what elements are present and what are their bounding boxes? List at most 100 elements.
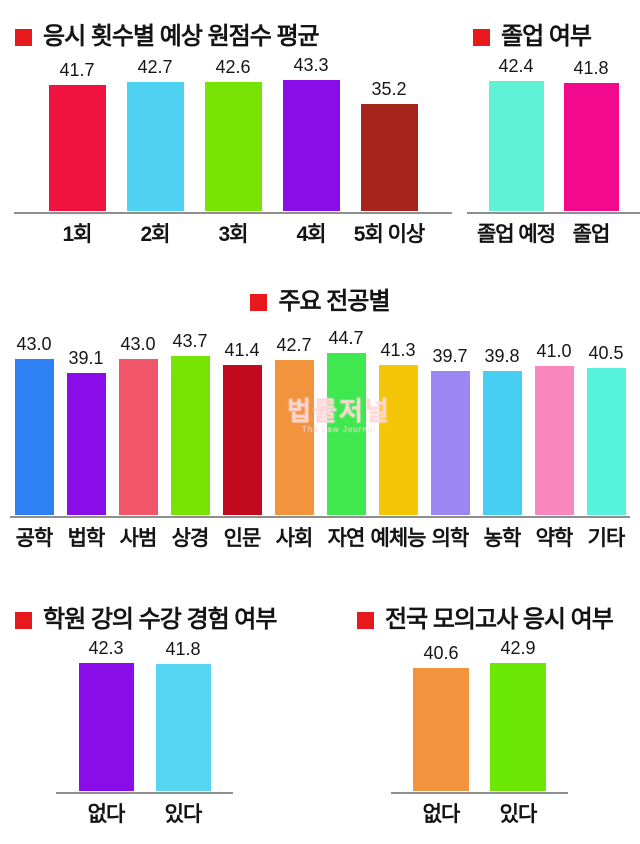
chart-national-mock-exam-taken: 전국 모의고사 응시 여부 40.6 없다 42.9 있다	[320, 608, 640, 828]
bar-stack: 40.5	[586, 328, 626, 515]
bar-value-label: 42.9	[500, 638, 536, 658]
category-label: 인문	[223, 527, 262, 550]
category-label: 졸업	[572, 223, 611, 246]
bar-column: 42.6 3회	[204, 54, 262, 248]
plot-area: 41.7 1회 42.7 2회 42.6 3회 43.3 4회 35.2 5회 이상	[14, 54, 452, 248]
bar-column: 43.0 사범	[118, 328, 158, 552]
bar	[360, 104, 418, 211]
bar-value-label: 40.5	[588, 343, 624, 363]
chart-title-text: 응시 횟수별 예상 원점수 평균	[43, 23, 320, 50]
bar-stack: 41.0	[534, 328, 574, 515]
bar-value-label: 44.7	[328, 328, 364, 348]
top-charts-row: 응시 횟수별 예상 원점수 평균 41.7 1회 42.7 2회 42.6 3회 43.3 4…	[0, 25, 640, 248]
bar-stack: 42.7	[274, 328, 314, 515]
bar-column: 43.0 공학	[14, 328, 54, 552]
bar-value-label: 40.6	[423, 643, 459, 663]
title-bullet-icon	[473, 28, 490, 46]
category-label: 약학	[535, 527, 574, 550]
category-label: 자연	[327, 527, 366, 550]
bar-column: 40.5 기타	[586, 328, 626, 552]
title-bullet-icon	[15, 611, 32, 629]
category-label: 의학	[431, 527, 470, 550]
category-label: 예체능	[370, 527, 427, 550]
bar-value-label: 42.7	[137, 57, 173, 77]
x-axis-line	[14, 212, 452, 214]
plot-area: 40.6 없다 42.9 있다	[391, 638, 568, 828]
x-axis-line	[10, 516, 630, 518]
bar-stack: 43.3	[282, 54, 340, 211]
bar-stack: 41.8	[155, 638, 211, 791]
bar-stack: 43.0	[14, 328, 54, 515]
bar-column: 41.0 약학	[534, 328, 574, 552]
bar-value-label: 41.0	[536, 341, 572, 361]
bar-value-label: 39.8	[484, 346, 520, 366]
bar	[413, 668, 469, 791]
chart-title-text: 전국 모의고사 응시 여부	[385, 606, 614, 633]
chart-title: 주요 전공별	[0, 290, 640, 314]
bar-column: 42.7 사회	[274, 328, 314, 552]
chart-by-major: 주요 전공별 43.0 공학 39.1 법학 43.0 사범 43.7 상경 41.4 인문 42.…	[0, 290, 640, 552]
bar-value-label: 41.8	[573, 58, 609, 78]
chart-graduation-status: 졸업 여부 42.4 졸업 예정 41.8 졸업	[455, 25, 640, 248]
bar-value-label: 42.6	[215, 57, 251, 77]
bar	[78, 663, 134, 791]
bar-value-label: 42.3	[88, 638, 124, 658]
bar	[170, 356, 210, 515]
chart-title: 전국 모의고사 응시 여부	[357, 608, 640, 632]
bar-column: 39.7 의학	[430, 328, 470, 552]
bar-stack: 35.2	[360, 54, 418, 211]
category-label: 4회	[296, 223, 327, 246]
bar-stack: 41.4	[222, 328, 262, 515]
category-label: 없다	[87, 803, 126, 826]
bar-value-label: 39.7	[432, 346, 468, 366]
chart-title-text: 학원 강의 수강 경험 여부	[43, 606, 277, 633]
chart-title: 학원 강의 수강 경험 여부	[15, 608, 320, 632]
bar-column: 40.6 없다	[413, 638, 469, 828]
bar-column: 39.8 농학	[482, 328, 522, 552]
bar	[586, 368, 626, 515]
bar-column: 42.3 없다	[78, 638, 134, 828]
x-axis-line	[391, 792, 568, 794]
bar	[488, 81, 544, 211]
bar-column: 41.4 인문	[222, 328, 262, 552]
bar-column: 43.3 4회	[282, 54, 340, 248]
bar-stack: 42.6	[204, 54, 262, 211]
bar-column: 41.8 있다	[155, 638, 211, 828]
x-axis-line	[467, 212, 640, 214]
bar-value-label: 41.4	[224, 340, 260, 360]
bar	[66, 373, 106, 515]
chart-title-text: 졸업 여부	[501, 23, 592, 50]
category-label: 농학	[483, 527, 522, 550]
bars-container: 42.3 없다 41.8 있다	[56, 638, 233, 828]
bar	[204, 82, 262, 211]
category-label: 사범	[119, 527, 158, 550]
bar	[155, 664, 211, 791]
bar-value-label: 43.3	[293, 55, 329, 75]
bar-stack: 39.7	[430, 328, 470, 515]
title-bullet-icon	[250, 293, 268, 311]
bar-value-label: 42.4	[498, 56, 534, 76]
category-label: 5회 이상	[353, 223, 425, 246]
bar-value-label: 39.1	[68, 348, 104, 368]
bar	[563, 83, 619, 211]
bar-stack: 43.7	[170, 328, 210, 515]
chart-score-by-attempt-count: 응시 횟수별 예상 원점수 평균 41.7 1회 42.7 2회 42.6 3회 43.3 4…	[0, 25, 455, 248]
x-axis-line	[56, 792, 233, 794]
middle-chart-row: 주요 전공별 43.0 공학 39.1 법학 43.0 사범 43.7 상경 41.4 인문 42.…	[0, 290, 640, 552]
bottom-charts-row: 학원 강의 수강 경험 여부 42.3 없다 41.8 있다 전국 모의고사 응시 여…	[0, 608, 640, 828]
bar-stack: 42.3	[78, 638, 134, 791]
bar-value-label: 41.7	[59, 60, 95, 80]
category-label: 상경	[171, 527, 210, 550]
bar-column: 42.7 2회	[126, 54, 184, 248]
bar-value-label: 41.8	[165, 639, 201, 659]
bars-container: 40.6 없다 42.9 있다	[391, 638, 568, 828]
bar-stack: 39.1	[66, 328, 106, 515]
bar	[222, 365, 262, 515]
bar	[118, 359, 158, 515]
bar-stack: 42.9	[490, 638, 546, 791]
bar-stack: 41.8	[563, 54, 619, 211]
bar	[274, 360, 314, 515]
category-label: 없다	[422, 803, 461, 826]
category-label: 2회	[140, 223, 171, 246]
